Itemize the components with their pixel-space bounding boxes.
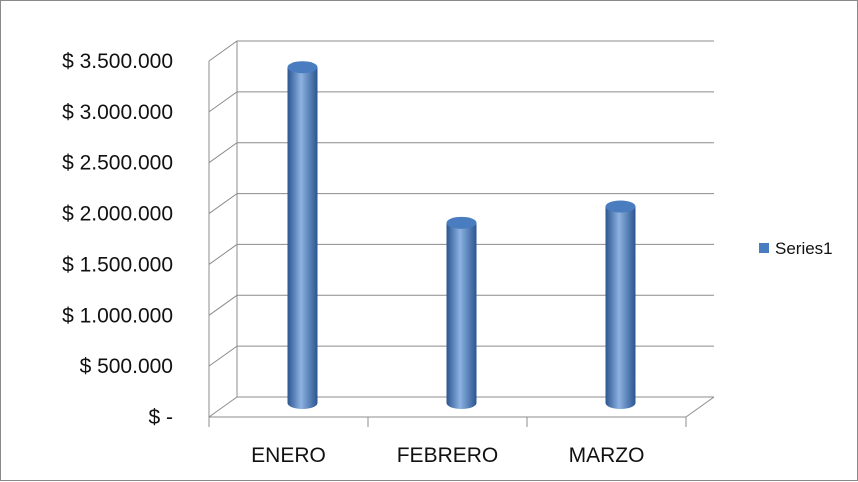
bar-body [446, 222, 477, 409]
bar-cylinder [446, 216, 477, 409]
gridline [208, 345, 714, 367]
axes [208, 41, 715, 427]
gridline [208, 40, 714, 62]
legend: Series1 [759, 239, 833, 258]
y-tick-label: $ 1.000.000 [62, 304, 173, 327]
x-axis-tick-labels: ENERO FEBRERO MARZO [251, 444, 644, 467]
bar-cylinder [287, 61, 318, 409]
y-tick-label: $ 500.000 [80, 355, 173, 378]
bar-body [287, 67, 318, 409]
bar-top [605, 200, 636, 213]
gridline [208, 193, 714, 214]
y-tick-label: $ 1.500.000 [62, 253, 173, 276]
bar-body [605, 206, 636, 409]
y-tick-label: $ 2.000.000 [62, 203, 173, 226]
gridlines [208, 40, 714, 418]
y-axis-tick-labels: $ - $ 500.000 $ 1.000.000 $ 1.500.000 $ 2.00… [62, 50, 173, 429]
x-tick-label: FEBRERO [397, 444, 499, 467]
gridline [208, 243, 714, 265]
x-tick-label: ENERO [251, 444, 326, 467]
floor-right-edge [685, 396, 715, 418]
gridline [208, 142, 714, 164]
gridline [208, 91, 714, 113]
bars [287, 61, 636, 409]
y-tick-label: $ 3.000.000 [62, 101, 173, 124]
y-tick-label: $ 2.500.000 [62, 152, 173, 175]
bar-top [287, 61, 318, 74]
legend-swatch-series1 [759, 243, 769, 253]
y-tick-label: $ - [148, 406, 173, 429]
bar-top [446, 216, 477, 229]
y-tick-label: $ 3.500.000 [62, 50, 173, 73]
gridline [208, 396, 714, 418]
legend-label-series1: Series1 [775, 239, 833, 258]
x-tick-label: MARZO [569, 444, 645, 467]
gridline [208, 294, 714, 316]
bar-cylinder [605, 200, 636, 409]
